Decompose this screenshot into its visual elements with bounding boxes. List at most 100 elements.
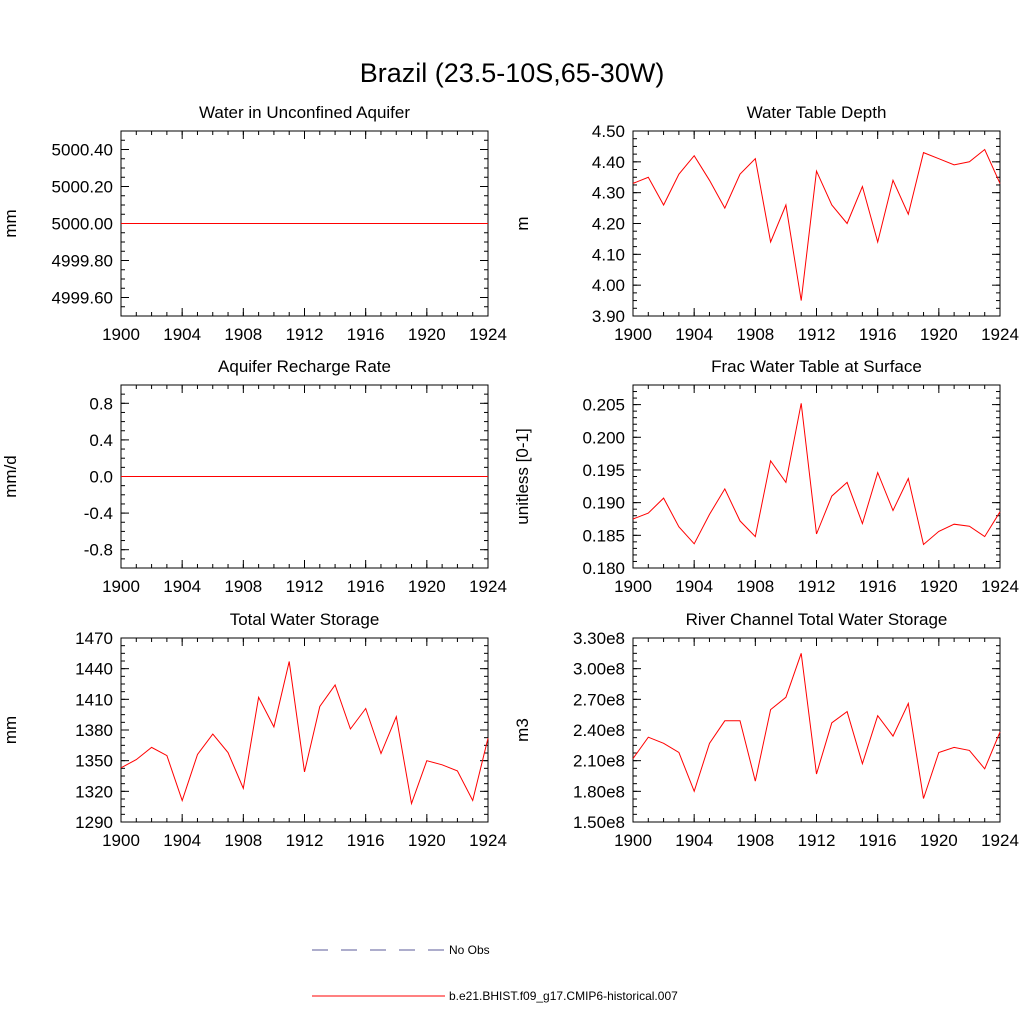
x-tick-label: 1900 xyxy=(102,831,140,850)
x-tick-label: 1908 xyxy=(224,577,262,596)
y-tick-label: 1.50e8 xyxy=(573,813,625,832)
x-tick-label: 1904 xyxy=(163,325,201,344)
y-tick-label: 0.195 xyxy=(582,461,625,480)
y-tick-label: 4.50 xyxy=(592,122,625,141)
x-tick-label: 1920 xyxy=(408,831,446,850)
x-tick-label: 1916 xyxy=(859,325,897,344)
chart-panel-2: Water Table Depth m 1900 1904 1908 1912 1916 19… xyxy=(513,103,1019,344)
y-tick-label: 4.10 xyxy=(592,245,625,264)
y-axis-label: m3 xyxy=(513,718,532,742)
y-tick-label: 1440 xyxy=(75,660,113,679)
panel-title: Water Table Depth xyxy=(747,103,887,122)
y-tick-label: 0.185 xyxy=(582,526,625,545)
x-tick-label: 1912 xyxy=(798,577,836,596)
series-line xyxy=(632,403,1001,546)
y-tick-label: 2.40e8 xyxy=(573,721,625,740)
x-tick-label: 1904 xyxy=(163,577,201,596)
x-tick-label: 1908 xyxy=(736,577,774,596)
x-tick-label: 1908 xyxy=(736,325,774,344)
x-tick-label: 1924 xyxy=(469,577,507,596)
plot-frame xyxy=(120,637,489,823)
y-tick-label: 0.205 xyxy=(582,396,625,415)
y-tick-label: 5000.40 xyxy=(52,141,113,160)
legend-obs-label: No Obs xyxy=(449,943,490,957)
plot-frame xyxy=(632,130,1001,317)
x-tick-label: 1904 xyxy=(675,577,713,596)
y-tick-label: 1380 xyxy=(75,721,113,740)
y-axis-label: m xyxy=(513,216,532,230)
y-axis-label: mm xyxy=(1,209,20,237)
x-tick-label: 1912 xyxy=(286,577,324,596)
x-tick-label: 1924 xyxy=(981,577,1019,596)
y-tick-label: -0.8 xyxy=(84,541,113,560)
y-tick-label: 3.90 xyxy=(592,307,625,326)
y-tick-label: 5000.20 xyxy=(52,178,113,197)
x-tick-label: 1920 xyxy=(408,577,446,596)
x-tick-label: 1916 xyxy=(347,577,385,596)
x-tick-label: 1920 xyxy=(920,577,958,596)
y-tick-label: 1.80e8 xyxy=(573,782,625,801)
y-tick-label: 0.200 xyxy=(582,428,625,447)
x-tick-label: 1900 xyxy=(102,325,140,344)
y-tick-label: 1320 xyxy=(75,782,113,801)
y-tick-label: 5000.00 xyxy=(52,215,113,234)
chart-panel-3: Aquifer Recharge Rate mm/d 1900 1904 1908 191… xyxy=(1,357,507,596)
y-axis-label: unitless [0-1] xyxy=(513,428,532,524)
plot-frame xyxy=(632,637,1001,823)
y-tick-label: 4.20 xyxy=(592,215,625,234)
x-tick-label: 1916 xyxy=(859,577,897,596)
legend-model-label: b.e21.BHIST.f09_g17.CMIP6-historical.007 xyxy=(449,989,678,1003)
x-tick-label: 1920 xyxy=(920,831,958,850)
chart-panel-4: Frac Water Table at Surface unitless [0-1… xyxy=(513,357,1019,596)
x-tick-label: 1912 xyxy=(286,325,324,344)
x-tick-label: 1900 xyxy=(614,577,652,596)
y-tick-label: 4.30 xyxy=(592,184,625,203)
panel-title: Aquifer Recharge Rate xyxy=(218,357,391,376)
series-line xyxy=(632,653,1001,799)
chart-panel-1: Water in Unconfined Aquifer mm 1900 1904 190… xyxy=(1,103,507,344)
plot-frame xyxy=(632,384,1001,569)
x-tick-label: 1920 xyxy=(920,325,958,344)
y-axis-label: mm xyxy=(1,716,20,744)
y-tick-label: -0.4 xyxy=(84,504,113,523)
x-tick-label: 1924 xyxy=(469,831,507,850)
panel-grid: Water in Unconfined Aquifer mm 1900 1904 190… xyxy=(1,103,1019,850)
x-tick-label: 1900 xyxy=(614,325,652,344)
x-tick-label: 1900 xyxy=(614,831,652,850)
x-tick-label: 1912 xyxy=(798,831,836,850)
x-tick-label: 1916 xyxy=(347,325,385,344)
y-tick-label: 0.180 xyxy=(582,559,625,578)
y-tick-label: 3.30e8 xyxy=(573,629,625,648)
panel-title: Water in Unconfined Aquifer xyxy=(199,103,410,122)
y-tick-label: 1470 xyxy=(75,629,113,648)
x-tick-label: 1908 xyxy=(224,325,262,344)
y-tick-label: 1410 xyxy=(75,690,113,709)
y-tick-label: 0.4 xyxy=(89,431,113,450)
y-tick-label: 3.00e8 xyxy=(573,660,625,679)
x-tick-label: 1912 xyxy=(798,325,836,344)
x-tick-label: 1924 xyxy=(469,325,507,344)
x-tick-label: 1924 xyxy=(981,325,1019,344)
x-tick-label: 1924 xyxy=(981,831,1019,850)
y-tick-label: 2.10e8 xyxy=(573,752,625,771)
legend: No Obs b.e21.BHIST.f09_g17.CMIP6-histori… xyxy=(312,943,678,1003)
x-tick-label: 1904 xyxy=(163,831,201,850)
x-tick-label: 1916 xyxy=(347,831,385,850)
y-tick-label: 1350 xyxy=(75,752,113,771)
y-tick-label: 1290 xyxy=(75,813,113,832)
y-tick-label: 4999.80 xyxy=(52,252,113,271)
y-tick-label: 0.190 xyxy=(582,494,625,513)
y-tick-label: 2.70e8 xyxy=(573,690,625,709)
series-line xyxy=(120,661,489,806)
x-tick-label: 1900 xyxy=(102,577,140,596)
x-tick-label: 1912 xyxy=(286,831,324,850)
y-tick-label: 4.40 xyxy=(592,153,625,172)
x-tick-label: 1904 xyxy=(675,325,713,344)
x-tick-label: 1908 xyxy=(224,831,262,850)
series-line xyxy=(632,148,1001,301)
x-tick-label: 1904 xyxy=(675,831,713,850)
panel-title: River Channel Total Water Storage xyxy=(686,610,948,629)
y-tick-label: 4999.60 xyxy=(52,289,113,308)
